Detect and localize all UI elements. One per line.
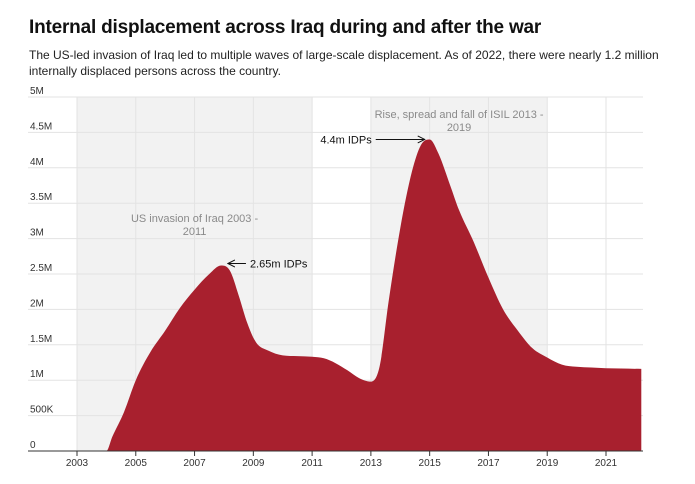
x-tick-label-1: 2005 xyxy=(125,458,148,469)
x-tick-label-7: 2017 xyxy=(477,458,500,469)
x-tick-label-2: 2007 xyxy=(183,458,206,469)
period-band-label-1: Rise, spread and fall of ISIL 2013 - xyxy=(375,109,544,121)
y-tick-label-10: 5M xyxy=(30,86,44,97)
y-tick-label-6: 3M xyxy=(30,228,44,239)
y-tick-label-1: 500K xyxy=(30,405,54,416)
y-tick-label-5: 2.5M xyxy=(30,263,52,274)
y-tick-label-8: 4M xyxy=(30,157,44,168)
y-tick-label-4: 2M xyxy=(30,298,44,309)
period-band-label-0-line2: 2011 xyxy=(183,226,207,238)
chart-title: Internal displacement across Iraq during… xyxy=(29,17,542,38)
y-tick-label-9: 4.5M xyxy=(30,121,52,132)
chart-subtitle: The US-led invasion of Iraq led to multi… xyxy=(29,48,659,78)
y-tick-label-3: 1.5M xyxy=(30,334,52,345)
displacement-area xyxy=(77,139,642,451)
x-tick-label-8: 2019 xyxy=(536,458,559,469)
y-tick-label-0: 0 xyxy=(30,440,36,451)
annotations: 2.65m IDPs 4.4m IDPs xyxy=(228,134,425,271)
y-tick-label-7: 3.5M xyxy=(30,192,52,203)
y-axis-ticks: 0 500K 1M 1.5M 2M 2.5M 3M 3.5M 4M 4.5M 5M xyxy=(30,86,54,451)
x-tick-label-3: 2009 xyxy=(242,458,265,469)
y-tick-label-2: 1M xyxy=(30,369,44,380)
period-band-labels: US invasion of Iraq 2003 -2011 Rise, spre… xyxy=(131,109,544,238)
x-tick-label-5: 2013 xyxy=(360,458,383,469)
x-tick-label-6: 2015 xyxy=(419,458,442,469)
x-tick-label-4: 2011 xyxy=(301,458,323,469)
annotation-label-1: 4.4m IDPs xyxy=(320,134,372,146)
x-tick-label-9: 2021 xyxy=(595,458,618,469)
period-band-label-1-line2: 2019 xyxy=(447,122,471,134)
period-band-label-0: US invasion of Iraq 2003 - xyxy=(131,213,259,225)
x-axis-ticks: 2003 2005 2007 2009 2011 2013 2015 2017 2019 2021 xyxy=(66,451,618,469)
x-tick-label-0: 2003 xyxy=(66,458,89,469)
annotation-label-0: 2.65m IDPs xyxy=(250,259,308,271)
